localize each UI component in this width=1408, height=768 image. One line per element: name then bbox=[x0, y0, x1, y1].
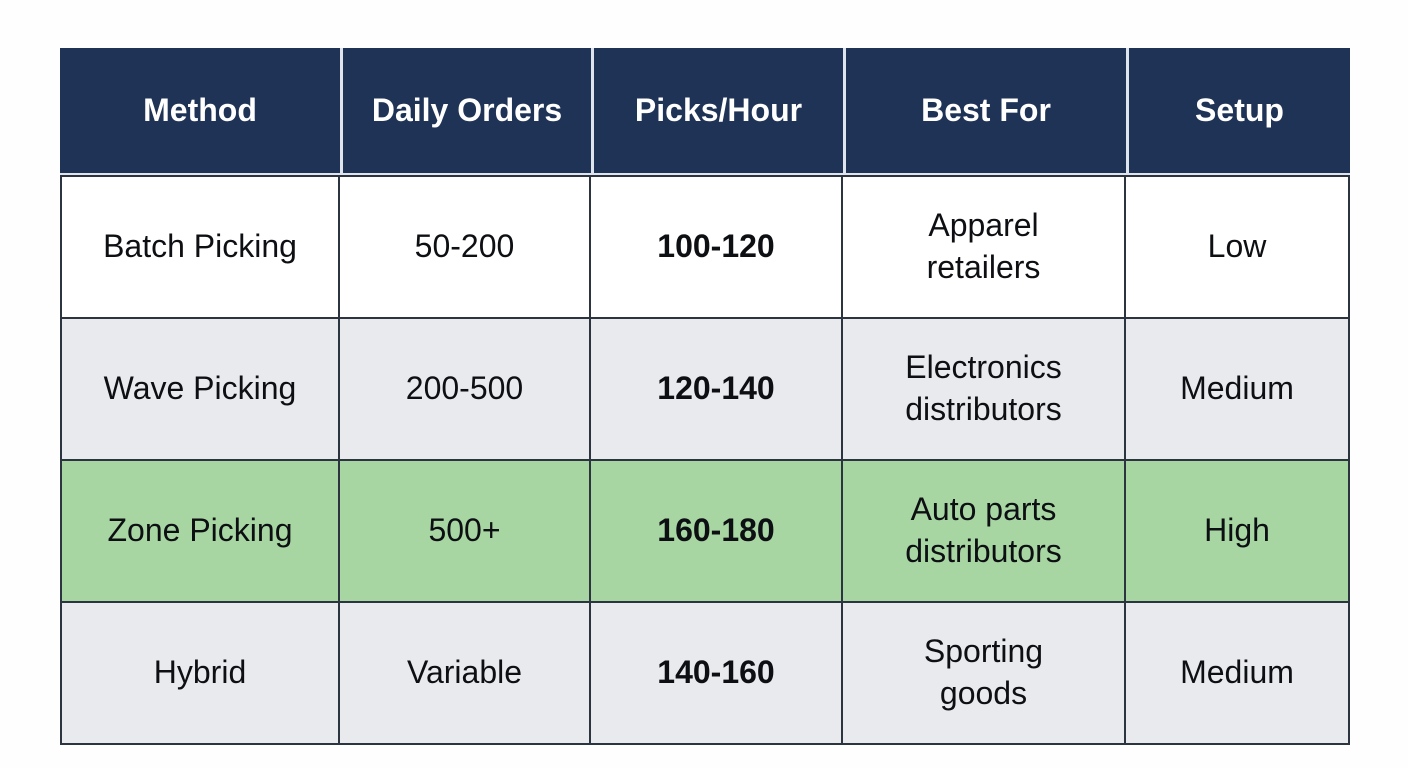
cell-method: Zone Picking bbox=[60, 461, 340, 603]
cell-method: Wave Picking bbox=[60, 319, 340, 461]
table-row-hybrid: Hybrid Variable 140-160 Sporting goods M… bbox=[60, 603, 1350, 745]
header-row: Method Daily Orders Picks/Hour Best For … bbox=[60, 48, 1350, 175]
table-row-batch-picking: Batch Picking 50-200 100-120 Apparel ret… bbox=[60, 175, 1350, 319]
cell-best-for: Auto parts distributors bbox=[843, 461, 1126, 603]
cell-picks-per-hour: 120-140 bbox=[591, 319, 843, 461]
cell-setup: Low bbox=[1126, 175, 1350, 319]
cell-daily-orders: 500+ bbox=[340, 461, 591, 603]
picking-methods-table: Method Daily Orders Picks/Hour Best For … bbox=[60, 48, 1350, 745]
cell-best-for: Apparel retailers bbox=[843, 175, 1126, 319]
cell-setup: Medium bbox=[1126, 319, 1350, 461]
column-header-setup: Setup bbox=[1126, 48, 1350, 175]
cell-method: Hybrid bbox=[60, 603, 340, 745]
column-header-method: Method bbox=[60, 48, 340, 175]
cell-method: Batch Picking bbox=[60, 175, 340, 319]
cell-picks-per-hour: 160-180 bbox=[591, 461, 843, 603]
cell-picks-per-hour: 100-120 bbox=[591, 175, 843, 319]
table-row-zone-picking-highlighted: Zone Picking 500+ 160-180 Auto parts dis… bbox=[60, 461, 1350, 603]
cell-setup: Medium bbox=[1126, 603, 1350, 745]
column-header-picks-per-hour: Picks/Hour bbox=[591, 48, 843, 175]
cell-daily-orders: 50-200 bbox=[340, 175, 591, 319]
table-row-wave-picking: Wave Picking 200-500 120-140 Electronics… bbox=[60, 319, 1350, 461]
cell-best-for: Sporting goods bbox=[843, 603, 1126, 745]
cell-best-for: Electronics distributors bbox=[843, 319, 1126, 461]
cell-daily-orders: 200-500 bbox=[340, 319, 591, 461]
cell-daily-orders: Variable bbox=[340, 603, 591, 745]
cell-picks-per-hour: 140-160 bbox=[591, 603, 843, 745]
column-header-best-for: Best For bbox=[843, 48, 1126, 175]
column-header-daily-orders: Daily Orders bbox=[340, 48, 591, 175]
cell-setup: High bbox=[1126, 461, 1350, 603]
